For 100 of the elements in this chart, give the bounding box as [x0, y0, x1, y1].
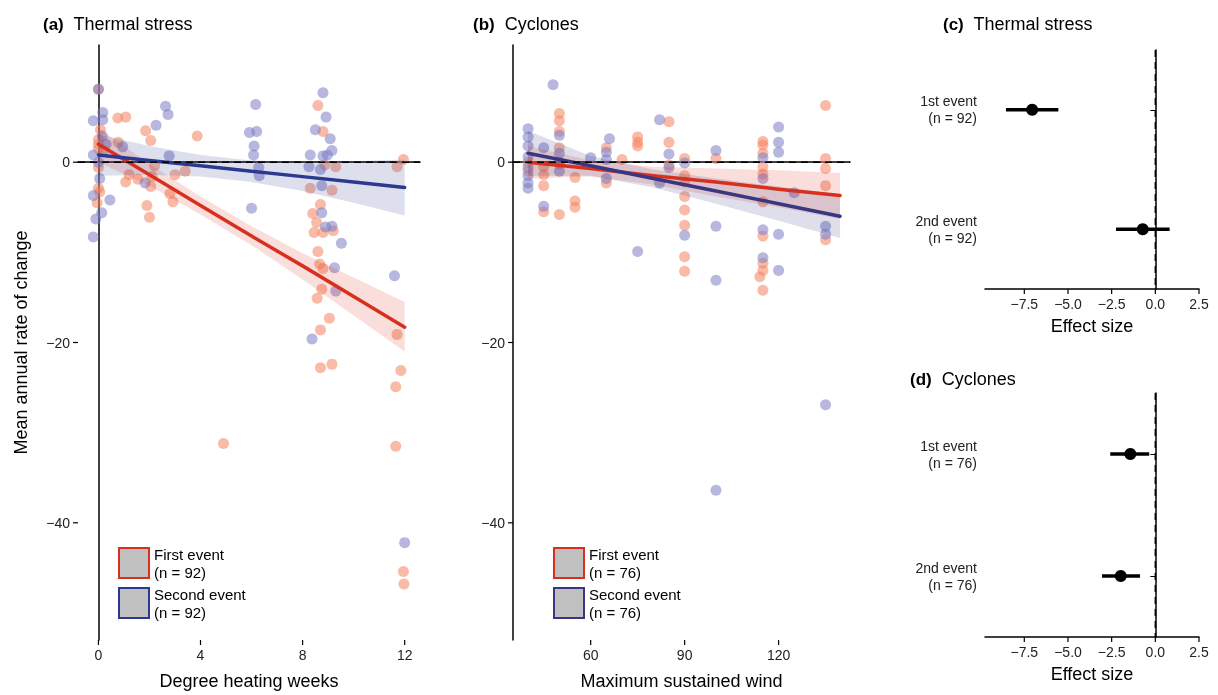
y-tick-label: 0 [62, 154, 71, 171]
point [145, 135, 157, 147]
x-tick-label: −7.5 [1010, 644, 1039, 660]
point [679, 219, 691, 231]
x-tick-label: 8 [298, 647, 307, 663]
y-axis-title: Mean annual rate of change [11, 230, 31, 455]
point [553, 115, 565, 127]
x-tick-label: 12 [396, 647, 413, 663]
y-tick-label: −40 [481, 514, 506, 531]
point [773, 146, 785, 158]
chart-title: (b) Cyclones [473, 14, 579, 34]
point [757, 252, 769, 264]
chart-title: (c) Thermal stress [943, 14, 1093, 34]
point [217, 437, 229, 449]
x-tick-label: 120 [766, 647, 791, 663]
point [398, 578, 410, 590]
point [538, 180, 550, 192]
y-tick-label: −20 [46, 334, 71, 351]
x-tick-label: −5.0 [1054, 644, 1083, 660]
point [663, 136, 675, 148]
point [397, 565, 409, 577]
point [663, 116, 675, 128]
x-tick-label: 2.5 [1189, 296, 1209, 312]
point [679, 229, 691, 241]
x-tick-label: −7.5 [1010, 296, 1039, 312]
y-tick-label: 1st event (n = 76) [920, 437, 978, 471]
point [87, 115, 99, 127]
point [654, 114, 666, 126]
x-tick-label: 0.0 [1145, 644, 1166, 660]
x-tick-label: −2.5 [1097, 296, 1126, 312]
legend-label: First event (n = 92) [154, 545, 225, 581]
point [104, 194, 116, 206]
y-tick-label: 1st event (n = 92) [920, 93, 978, 127]
point [311, 292, 323, 304]
point [757, 224, 769, 236]
point [553, 208, 565, 220]
x-tick-label: 4 [196, 647, 205, 663]
point [246, 202, 258, 214]
x-tick-label: 60 [582, 647, 599, 663]
x-axis-title: Degree heating weeks [159, 671, 339, 691]
point [663, 148, 675, 160]
y-tick-label: −20 [481, 334, 506, 351]
legend-label: Second event (n = 76) [589, 585, 682, 621]
x-tick-label: 0 [94, 647, 103, 663]
point [547, 79, 559, 91]
point [399, 537, 411, 549]
point [314, 362, 326, 374]
point [569, 201, 581, 213]
point [312, 99, 324, 111]
point [312, 245, 324, 257]
point [395, 364, 407, 376]
point [757, 284, 769, 296]
point [250, 99, 262, 110]
x-axis-title: Maximum sustained wind [580, 671, 783, 691]
x-tick-label: 2.5 [1189, 644, 1209, 660]
point [679, 265, 691, 277]
point [710, 144, 722, 156]
point [632, 245, 644, 257]
point [143, 211, 155, 223]
point [390, 381, 402, 393]
point [632, 140, 644, 152]
point [326, 144, 338, 156]
point [710, 220, 722, 232]
chart-title: (d) Cyclones [910, 369, 1016, 389]
point [87, 231, 99, 243]
point [317, 87, 329, 99]
point [120, 111, 132, 123]
point [191, 130, 203, 142]
x-axis-title: Effect size [1050, 664, 1134, 684]
point [773, 264, 785, 276]
point [97, 114, 109, 126]
legend-label: Second event (n = 92) [154, 585, 247, 621]
y-tick-label: 0 [497, 154, 506, 171]
y-tick-label: −40 [46, 514, 71, 531]
point [538, 200, 550, 212]
point [150, 119, 162, 131]
point [757, 152, 769, 164]
point [335, 237, 347, 249]
point [304, 149, 316, 161]
point [773, 136, 785, 148]
point [248, 149, 260, 161]
point [710, 484, 722, 496]
x-tick-label: 90 [676, 647, 693, 663]
point [820, 399, 832, 411]
point [251, 126, 263, 138]
point [311, 217, 323, 229]
point [314, 324, 326, 336]
point [320, 111, 332, 123]
point [679, 204, 691, 216]
point [820, 99, 832, 111]
point [390, 440, 402, 452]
point [773, 228, 785, 240]
point [309, 124, 321, 136]
point [324, 133, 336, 145]
y-tick-label: 2nd event (n = 76) [915, 559, 978, 593]
point [773, 121, 785, 133]
x-tick-label: −5.0 [1054, 296, 1083, 312]
point [679, 251, 691, 263]
point [141, 199, 153, 211]
point [710, 274, 722, 286]
